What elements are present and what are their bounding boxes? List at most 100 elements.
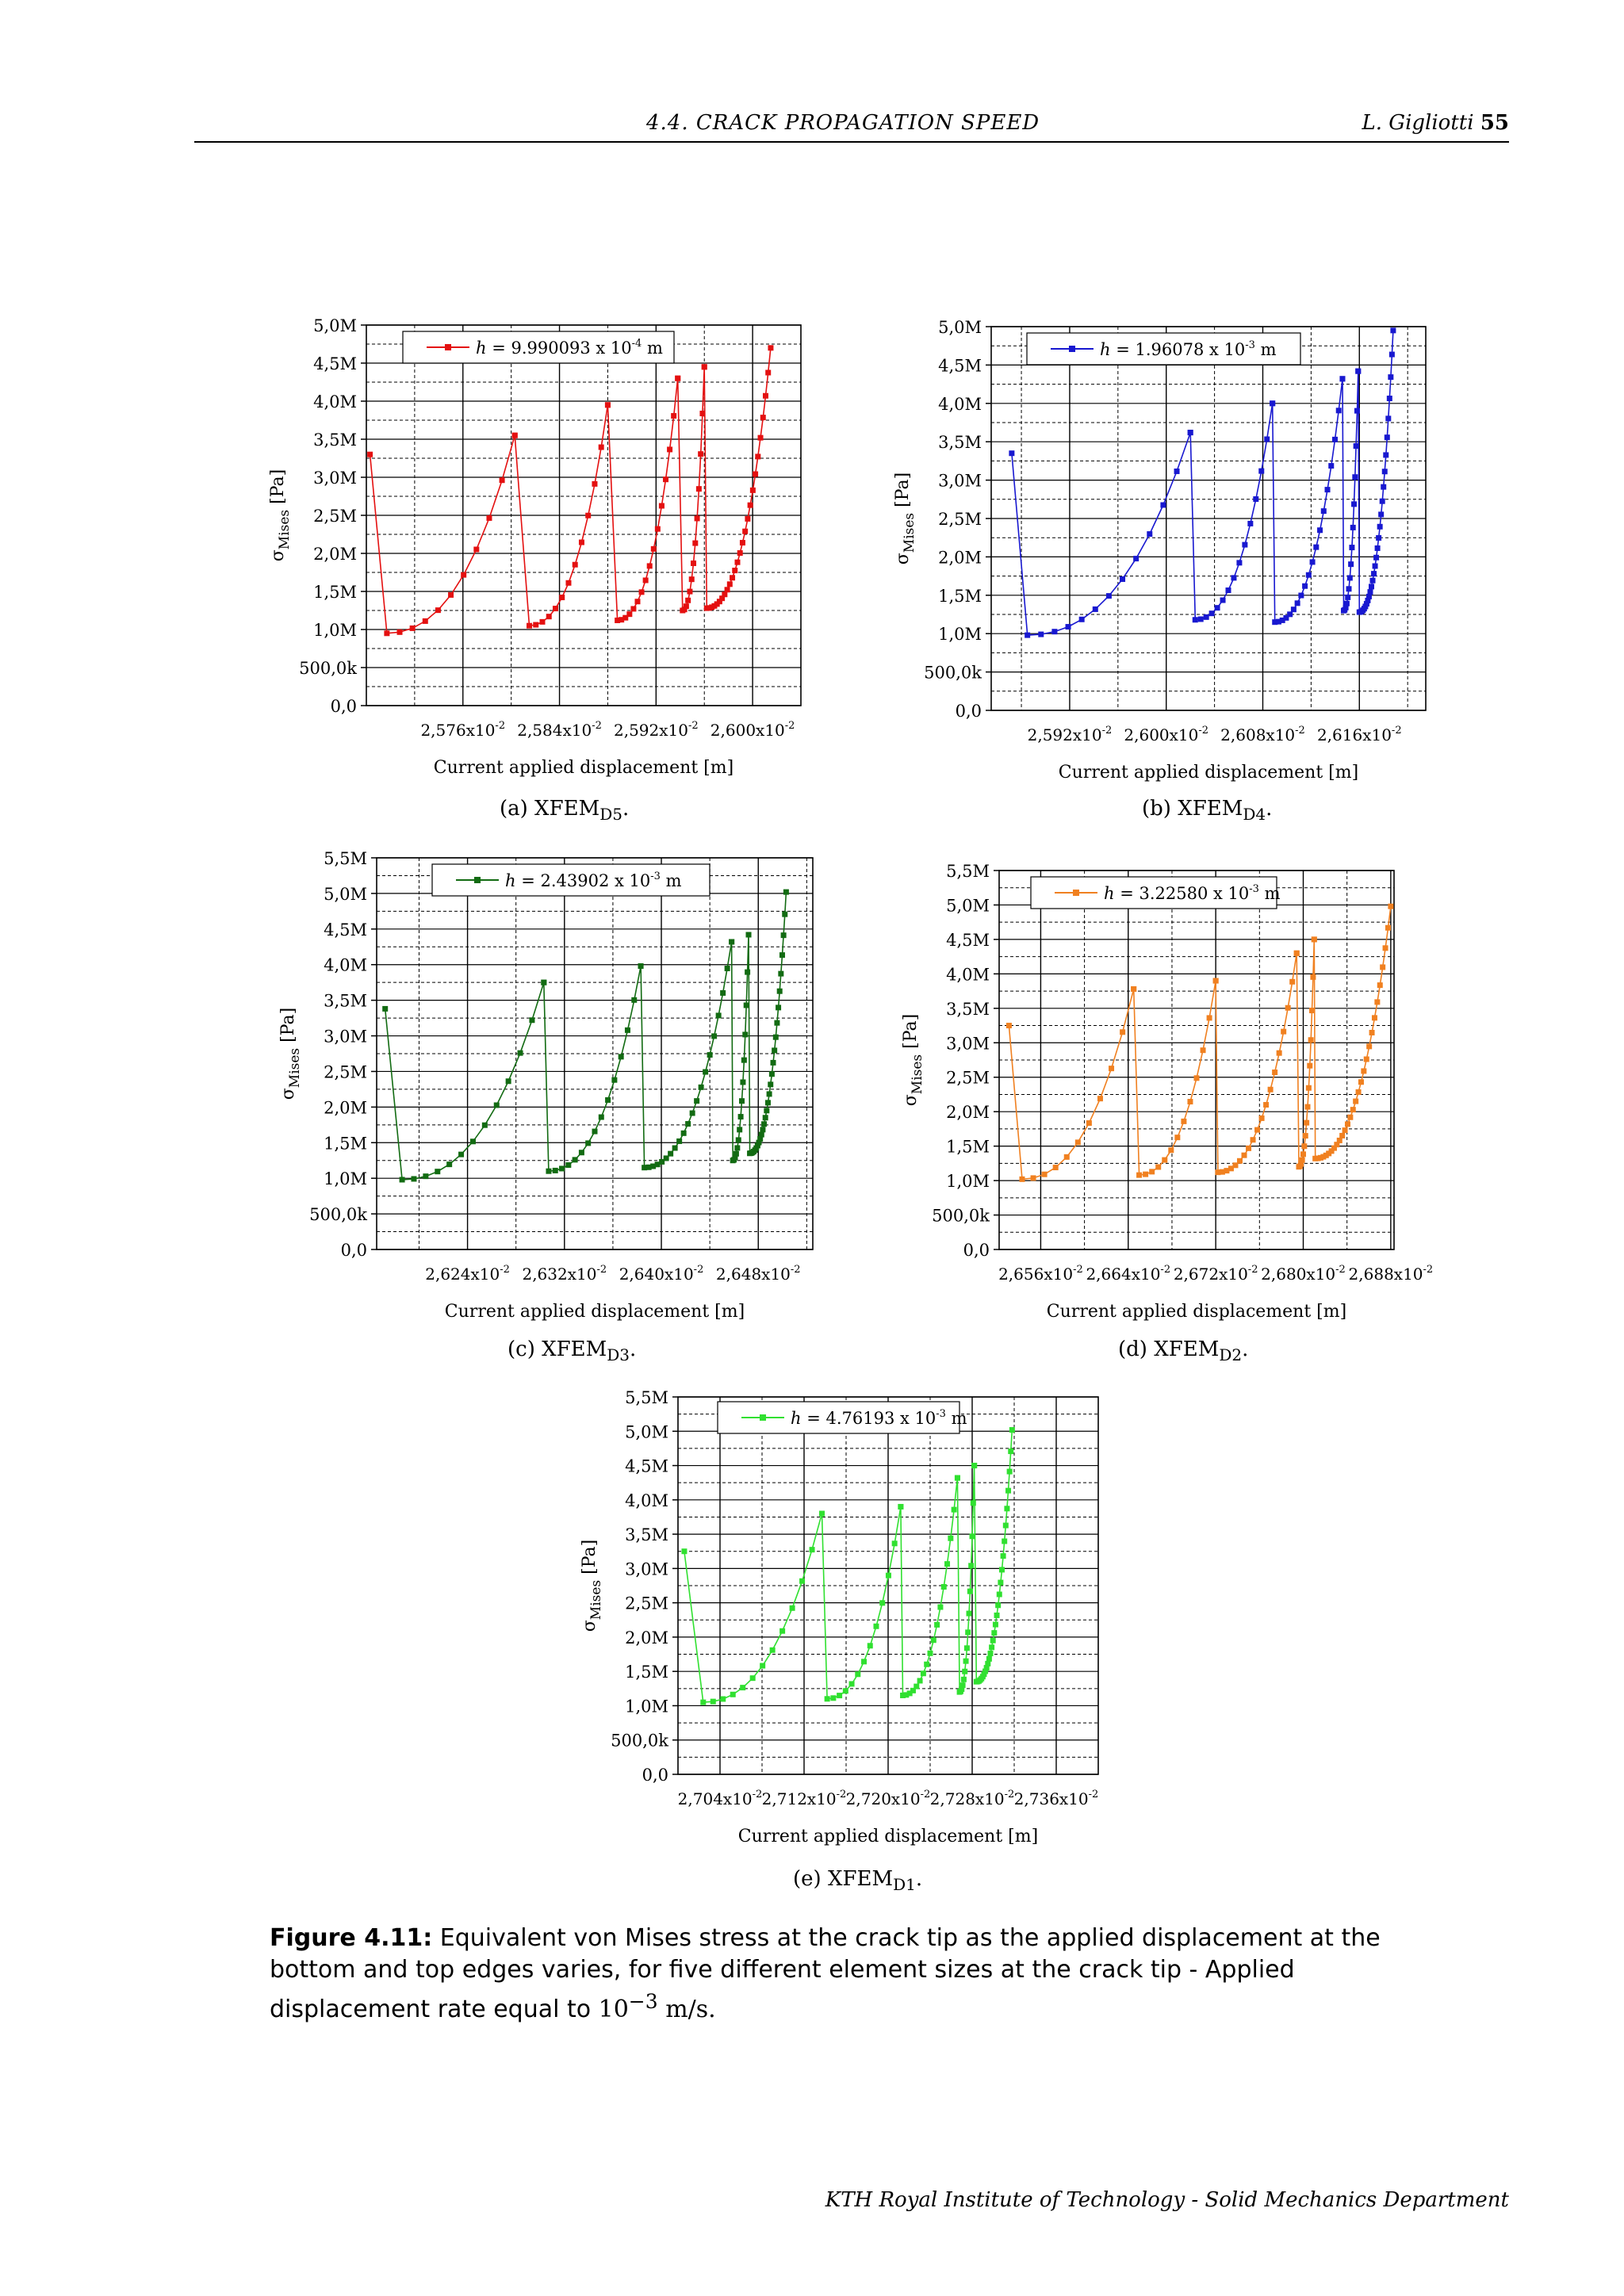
- data-point: [861, 1659, 868, 1665]
- data-point: [726, 581, 733, 587]
- data-point: [1293, 950, 1300, 956]
- y-tick-label: 1,0M: [938, 625, 982, 644]
- data-point: [1349, 545, 1355, 551]
- x-tick-label: 2,616x10-2: [1317, 725, 1402, 744]
- y-tick-label: 1,5M: [946, 1138, 990, 1157]
- data-point: [1294, 600, 1300, 607]
- x-tick-label: 2,656x10-2: [998, 1264, 1083, 1284]
- data-point: [700, 1699, 707, 1705]
- data-point: [745, 932, 752, 938]
- legend-label: h = 3.22580 x 10-3 m: [1104, 883, 1281, 903]
- data-point: [517, 1050, 523, 1056]
- y-tick-label: 2,5M: [946, 1069, 990, 1088]
- data-point: [1143, 1171, 1149, 1177]
- data-point: [967, 1588, 973, 1594]
- series-line: [369, 347, 772, 634]
- subfigure-caption: (c) XFEMD3.: [508, 1337, 636, 1364]
- y-tick-label: 500,0k: [299, 659, 357, 678]
- data-point: [511, 432, 518, 438]
- data-point: [1162, 1157, 1168, 1163]
- y-tick-label: 1,5M: [625, 1663, 668, 1682]
- data-point: [983, 1665, 990, 1671]
- data-point: [848, 1681, 855, 1687]
- data-point: [1350, 524, 1356, 530]
- data-point: [1385, 415, 1392, 422]
- data-point: [539, 618, 546, 625]
- data-point: [1371, 571, 1377, 577]
- series-line: [684, 1429, 1013, 1703]
- data-point: [446, 1161, 453, 1168]
- caption-rate-base: 10: [598, 1996, 629, 2023]
- data-point: [733, 1150, 739, 1157]
- subfigure-caption: (a) XFEMD5.: [500, 797, 629, 824]
- data-point: [1283, 614, 1289, 621]
- data-point: [1390, 327, 1396, 334]
- data-point: [1193, 1075, 1200, 1081]
- data-point: [716, 599, 722, 605]
- data-point: [1298, 592, 1304, 599]
- data-point: [971, 1463, 978, 1469]
- data-point: [1097, 1096, 1103, 1102]
- data-point: [703, 1069, 709, 1075]
- data-point: [995, 1602, 1002, 1609]
- data-point: [1305, 572, 1312, 578]
- data-point: [998, 1579, 1004, 1586]
- y-tick-label: 0,0: [341, 1241, 367, 1260]
- data-point: [654, 526, 661, 532]
- x-tick-label: 2,592x10-2: [614, 720, 699, 740]
- data-point: [1006, 1468, 1013, 1475]
- data-point: [729, 939, 735, 945]
- x-axis-label: Current applied displacement [m]: [738, 1827, 1038, 1846]
- data-point: [734, 559, 741, 565]
- data-point: [1373, 554, 1380, 561]
- legend: h = 9.990093 x 10-4 m: [402, 331, 675, 364]
- data-point: [1242, 541, 1248, 548]
- data-point: [1353, 1098, 1359, 1104]
- data-point: [920, 1670, 926, 1677]
- data-point: [1382, 945, 1388, 951]
- chart-panel-3: 0,0 500,0k 1,0M 1,5M 2,0M 2,5M 3,0M 3,5M 4,0M 4,5…: [278, 849, 814, 1364]
- data-point: [1279, 617, 1285, 623]
- legend-label: h = 9.990093 x 10-4 m: [476, 338, 663, 358]
- legend-marker-swatch: [760, 1414, 766, 1421]
- data-point: [1302, 583, 1308, 589]
- data-point: [1187, 430, 1193, 436]
- data-point: [1324, 487, 1331, 493]
- data-point: [559, 595, 565, 601]
- data-point: [927, 1650, 933, 1656]
- data-point: [757, 1135, 764, 1142]
- y-tick-label: 1,5M: [313, 583, 357, 602]
- data-point: [760, 1127, 766, 1133]
- x-tick-label: 2,648x10-2: [716, 1264, 801, 1284]
- section-title: 4.4. CRACK PROPAGATION SPEED: [646, 111, 1040, 135]
- data-point: [619, 617, 625, 623]
- y-tick-label: 3,5M: [313, 430, 357, 450]
- data-point: [1092, 606, 1098, 612]
- data-point: [1168, 1147, 1174, 1154]
- data-point: [1051, 629, 1058, 635]
- x-tick-label: 2,680x10-2: [1261, 1264, 1346, 1284]
- data-point: [1187, 1099, 1193, 1105]
- y-axis-label: σMises [Pa]: [901, 1014, 925, 1106]
- data-point: [732, 568, 738, 574]
- data-point: [1155, 1164, 1162, 1170]
- data-point: [898, 1503, 904, 1510]
- legend-label: h = 4.76193 x 10-3 m: [791, 1408, 967, 1428]
- data-point: [1220, 597, 1226, 603]
- data-point: [694, 1098, 700, 1104]
- y-tick-label: 4,5M: [625, 1457, 668, 1476]
- data-point: [1309, 559, 1316, 565]
- data-point: [546, 1168, 552, 1174]
- data-point: [1381, 484, 1387, 490]
- data-point: [1052, 1165, 1059, 1171]
- data-point: [1355, 1089, 1362, 1095]
- data-point: [910, 1687, 916, 1693]
- data-point: [768, 345, 774, 351]
- x-axis-label: Current applied displacement [m]: [1047, 1302, 1346, 1322]
- author-page: L. Gigliotti 55: [1362, 111, 1509, 135]
- data-point: [1000, 1553, 1006, 1559]
- chart-panel-2: 0,0 500,0k 1,0M 1,5M 2,0M 2,5M 3,0M 3,5M 4,0M 4,5…: [893, 318, 1427, 824]
- data-point: [809, 1547, 815, 1553]
- data-point: [1363, 1056, 1369, 1062]
- data-point: [764, 1108, 770, 1114]
